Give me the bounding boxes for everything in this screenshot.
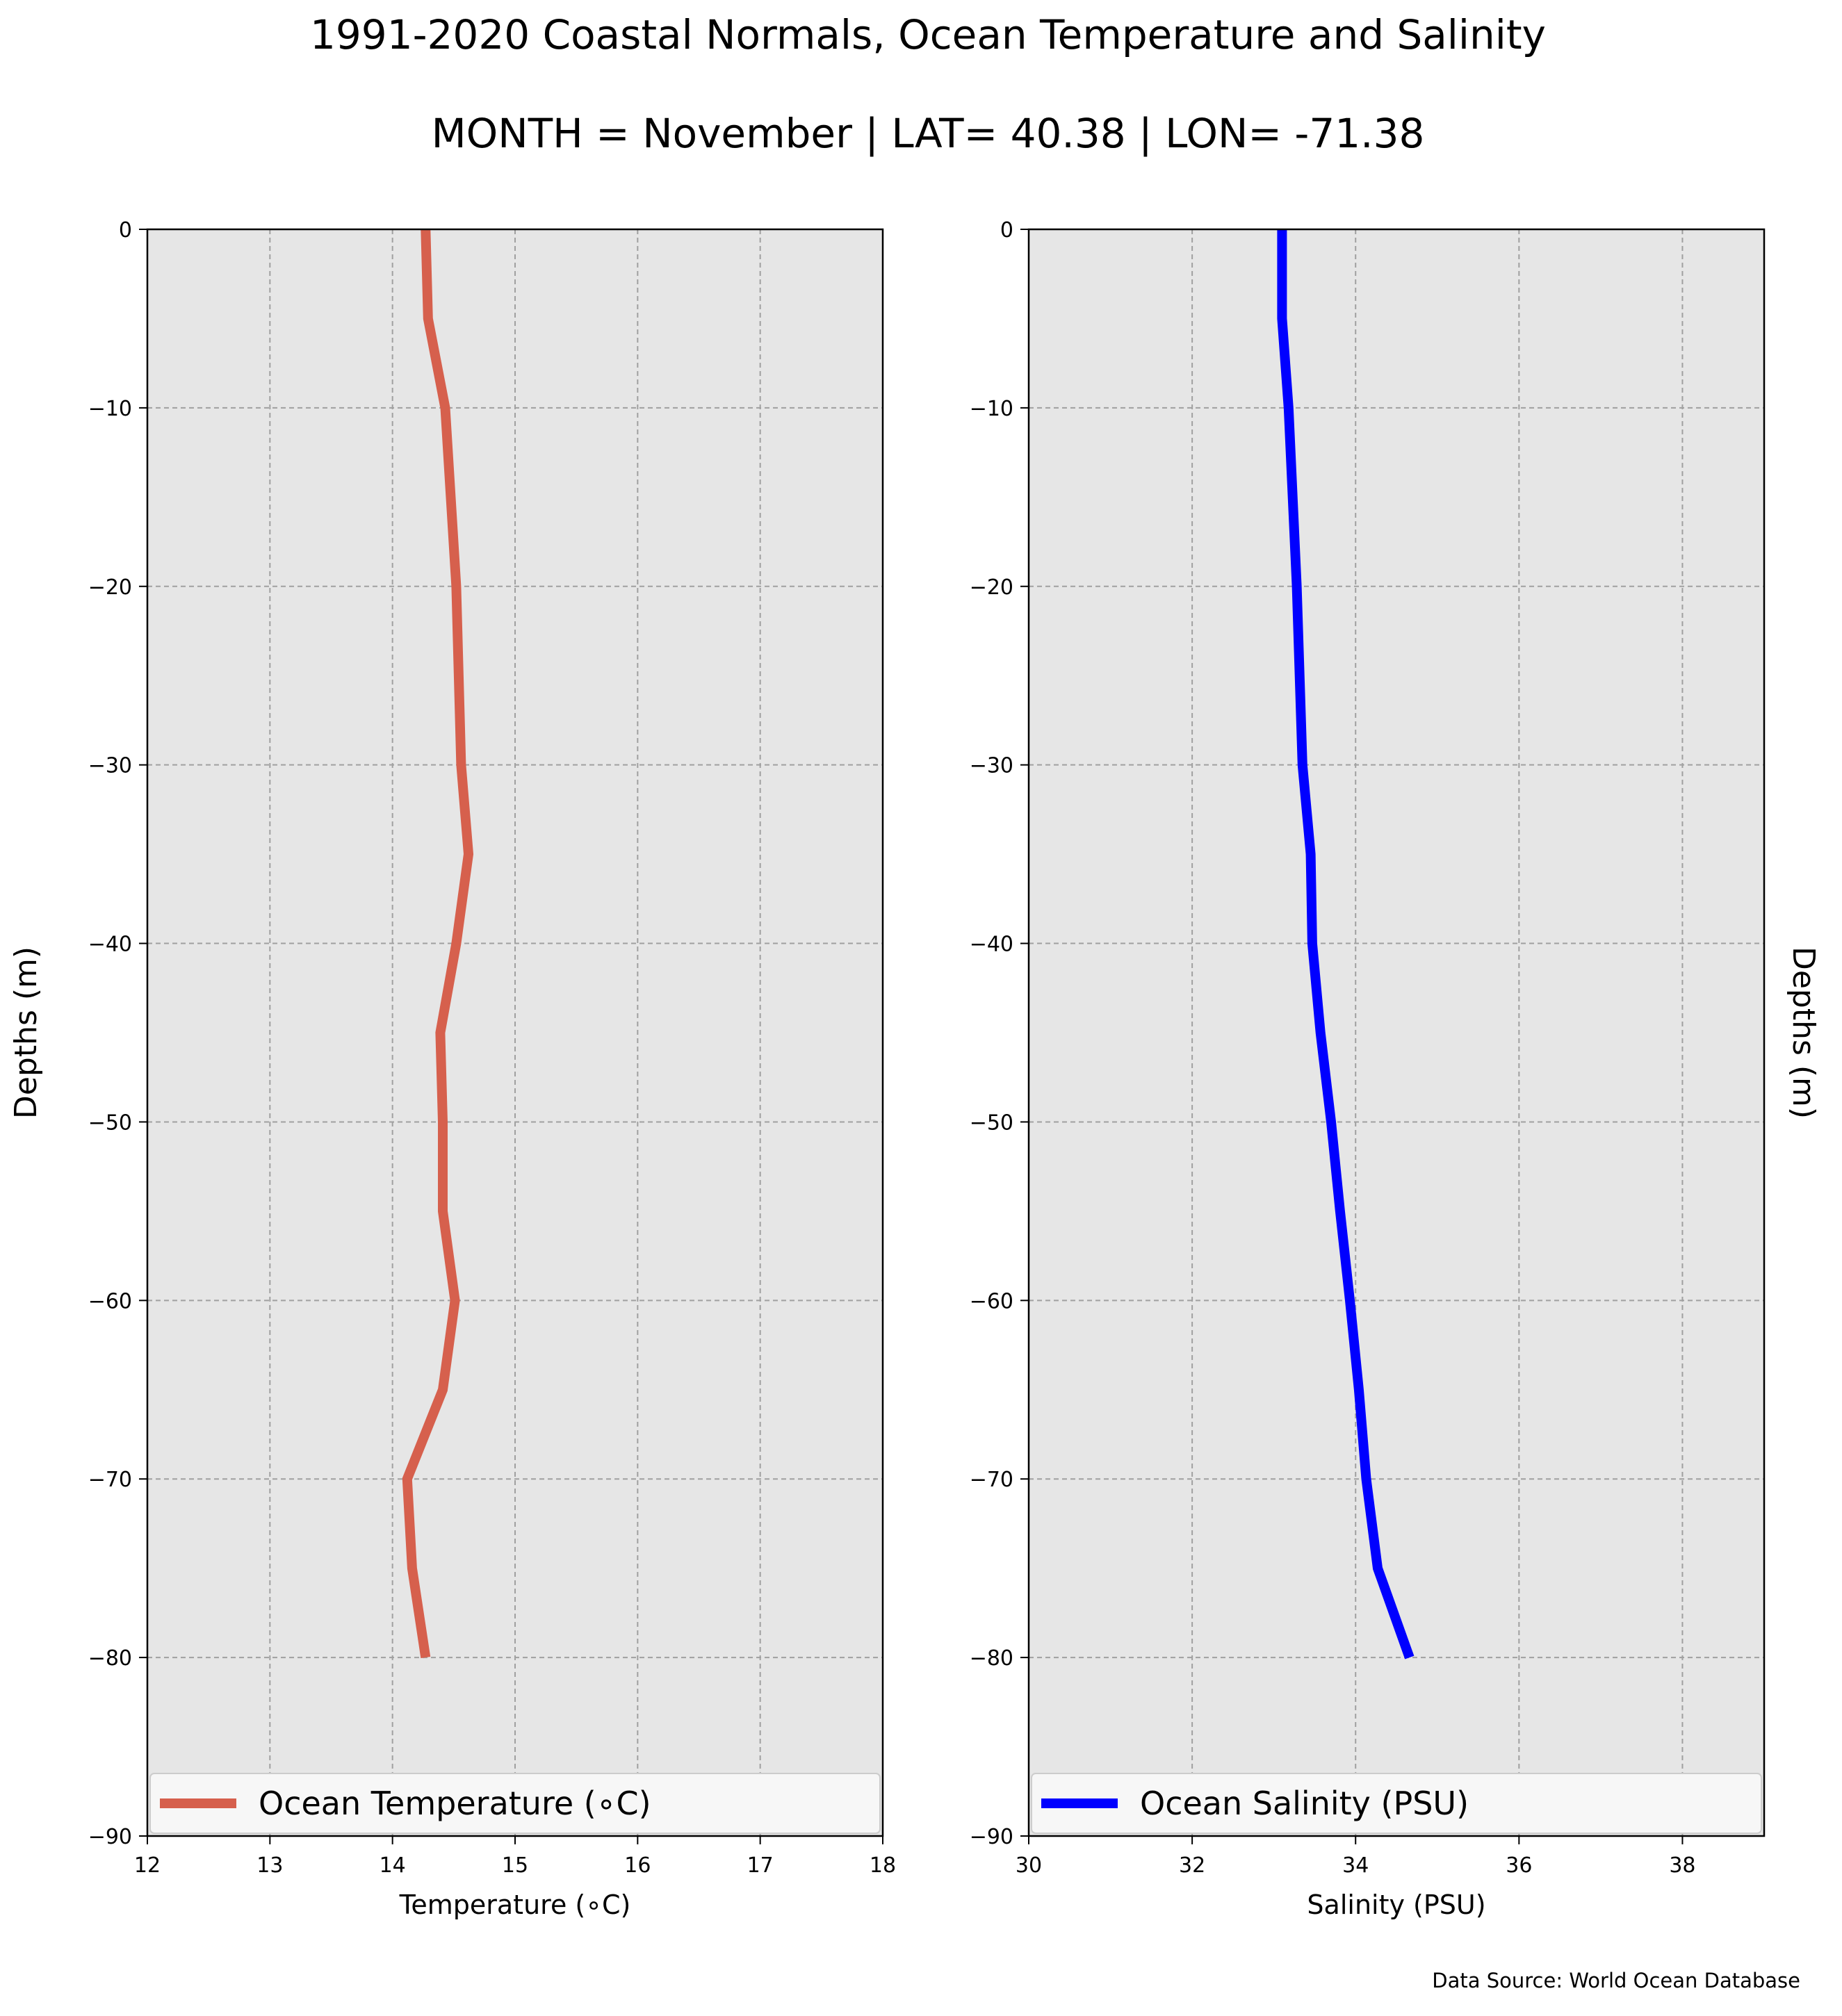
- x-axis-label: Temperature (∘C): [399, 1890, 631, 1920]
- y-tick-label: −90: [88, 1825, 132, 1849]
- x-tick-label: 16: [624, 1853, 651, 1878]
- y-tick-label: −30: [88, 754, 132, 778]
- y-tick-label: −70: [970, 1468, 1013, 1492]
- x-axis-label: Salinity (PSU): [1307, 1890, 1485, 1920]
- y-tick-label: −20: [970, 575, 1013, 600]
- y-tick-label: −80: [970, 1646, 1013, 1671]
- y-tick-label: −10: [970, 397, 1013, 421]
- x-tick-label: 14: [380, 1853, 406, 1878]
- legend-box: [1031, 1773, 1762, 1834]
- figure-subtitle: MONTH = November | LAT= 40.38 | LON= -71…: [432, 110, 1425, 157]
- y-tick-label: −30: [970, 754, 1013, 778]
- y-axis-label-right: Depths (m): [1786, 946, 1821, 1119]
- x-tick-label: 34: [1342, 1853, 1369, 1878]
- salinity-panel: Ocean Salinity (PSU) 30 32 34 36 38 0 −10 −20 −30…: [970, 218, 1821, 1920]
- y-tick-label: −40: [88, 933, 132, 957]
- y-tick-label: −80: [88, 1646, 132, 1671]
- x-tick-label: 38: [1669, 1853, 1695, 1878]
- y-tick-label: −20: [88, 575, 132, 600]
- y-tick-label: −90: [970, 1825, 1013, 1849]
- axes-frame: [1027, 228, 1766, 1837]
- x-tick-label: 36: [1506, 1853, 1532, 1878]
- y-tick-label: −60: [88, 1289, 132, 1313]
- y-tick-label: 0: [1000, 218, 1013, 243]
- x-tick-label: 30: [1016, 1853, 1042, 1878]
- x-tick-label: 17: [747, 1853, 774, 1878]
- series-line-temperature: [402, 229, 474, 1659]
- y-tick-label: −60: [970, 1289, 1013, 1313]
- x-tick-label: 15: [502, 1853, 528, 1878]
- y-tick-label: −50: [970, 1111, 1013, 1135]
- y-axis-label-left: Depths (m): [8, 946, 44, 1119]
- y-tick-label: −50: [88, 1111, 132, 1135]
- plot-area-1: [1029, 229, 1764, 1836]
- figure-title: 1991-2020 Coastal Normals, Ocean Tempera…: [310, 11, 1546, 58]
- temperature-panel: Ocean Temperature (∘C) 12 13 14 15 16 17 18 0 −10…: [8, 218, 896, 1920]
- data-source-note: Data Source: World Ocean Database: [1432, 1969, 1800, 1992]
- legend-box: [149, 1773, 881, 1834]
- legend-label: Ocean Salinity (PSU): [1140, 1785, 1469, 1822]
- y-tick-label: −70: [88, 1468, 132, 1492]
- y-tick-label: 0: [119, 218, 132, 243]
- legend-label: Ocean Temperature (∘C): [259, 1785, 651, 1822]
- x-tick-label: 12: [134, 1853, 161, 1878]
- series-line-salinity: [1277, 229, 1415, 1659]
- x-tick-label: 32: [1179, 1853, 1205, 1878]
- y-tick-label: −40: [970, 933, 1013, 957]
- y-tick-label: −10: [88, 397, 132, 421]
- x-tick-label: 18: [870, 1853, 896, 1878]
- x-tick-label: 13: [256, 1853, 283, 1878]
